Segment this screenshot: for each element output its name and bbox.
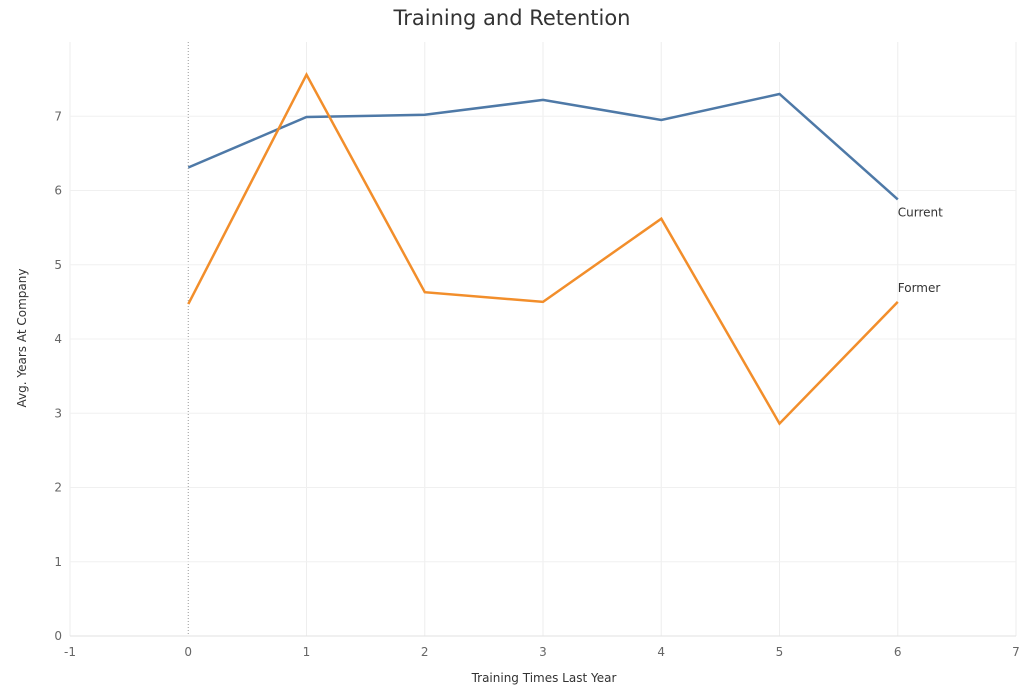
y-tick-label: 6 (54, 184, 62, 198)
chart-title: Training and Retention (393, 6, 631, 30)
grid-layer (69, 42, 1017, 637)
y-tick-label: 2 (54, 481, 62, 495)
x-axis-title: Training Times Last Year (471, 671, 617, 685)
y-axis-title: Avg. Years At Company (15, 269, 29, 408)
series-label-current: Current (898, 205, 943, 219)
x-tick-label: 6 (894, 645, 902, 659)
y-tick-label: 3 (54, 406, 62, 420)
x-tick-label: -1 (64, 645, 76, 659)
x-tick-label: 2 (421, 645, 429, 659)
y-tick-label: 1 (54, 555, 62, 569)
y-tick-label: 0 (54, 629, 62, 643)
x-tick-label: 0 (184, 645, 192, 659)
series-layer: Current Former (187, 72, 943, 426)
x-tick-label: 3 (539, 645, 547, 659)
series-line-current (187, 92, 899, 201)
x-tick-label: 5 (776, 645, 784, 659)
series-label-former: Former (898, 281, 941, 295)
y-tick-label: 7 (54, 109, 62, 123)
y-tick-label: 4 (54, 332, 62, 346)
series-line-former (187, 72, 899, 426)
x-tick-label: 4 (657, 645, 665, 659)
x-tick-label: 1 (303, 645, 311, 659)
y-tick-label: 5 (54, 258, 62, 272)
x-tick-label: 7 (1012, 645, 1020, 659)
